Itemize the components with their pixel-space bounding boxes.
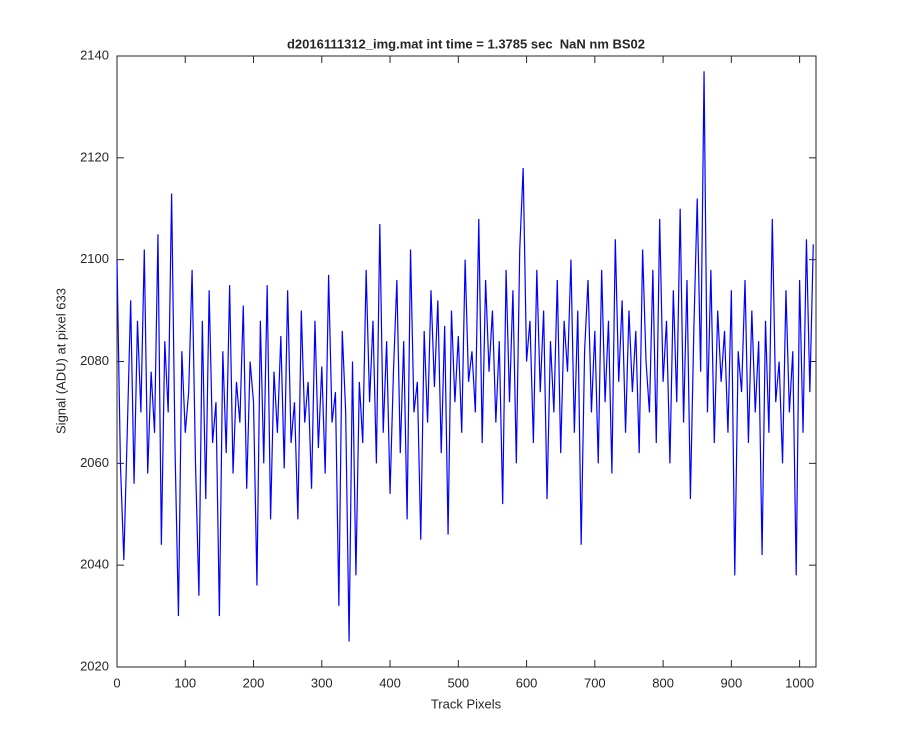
y-tick-label: 2080 [80,353,109,368]
y-tick-label: 2020 [80,658,109,673]
x-tick-label: 300 [311,675,333,690]
x-tick-label: 400 [379,675,401,690]
x-tick-label: 0 [113,675,120,690]
x-tick-label: 100 [174,675,196,690]
x-tick-label: 500 [447,675,469,690]
y-tick-label: 2040 [80,557,109,572]
plot-box [116,55,817,668]
x-tick-label: 900 [721,675,743,690]
x-tick-label: 800 [652,675,674,690]
x-tick-label: 600 [516,675,538,690]
x-tick-label: 200 [243,675,265,690]
x-tick-label: 1000 [785,675,814,690]
y-tick-label: 2060 [80,455,109,470]
chart-title: d2016111312_img.mat int time = 1.3785 se… [287,36,645,51]
y-tick-label: 2140 [80,47,109,62]
y-tick-label: 2100 [80,251,109,266]
x-axis-label: Track Pixels [431,696,502,711]
x-tick-label: 700 [584,675,606,690]
data-line [116,71,814,642]
y-axis-label: Signal (ADU) at pixel 633 [53,288,68,434]
y-tick-label: 2120 [80,149,109,164]
